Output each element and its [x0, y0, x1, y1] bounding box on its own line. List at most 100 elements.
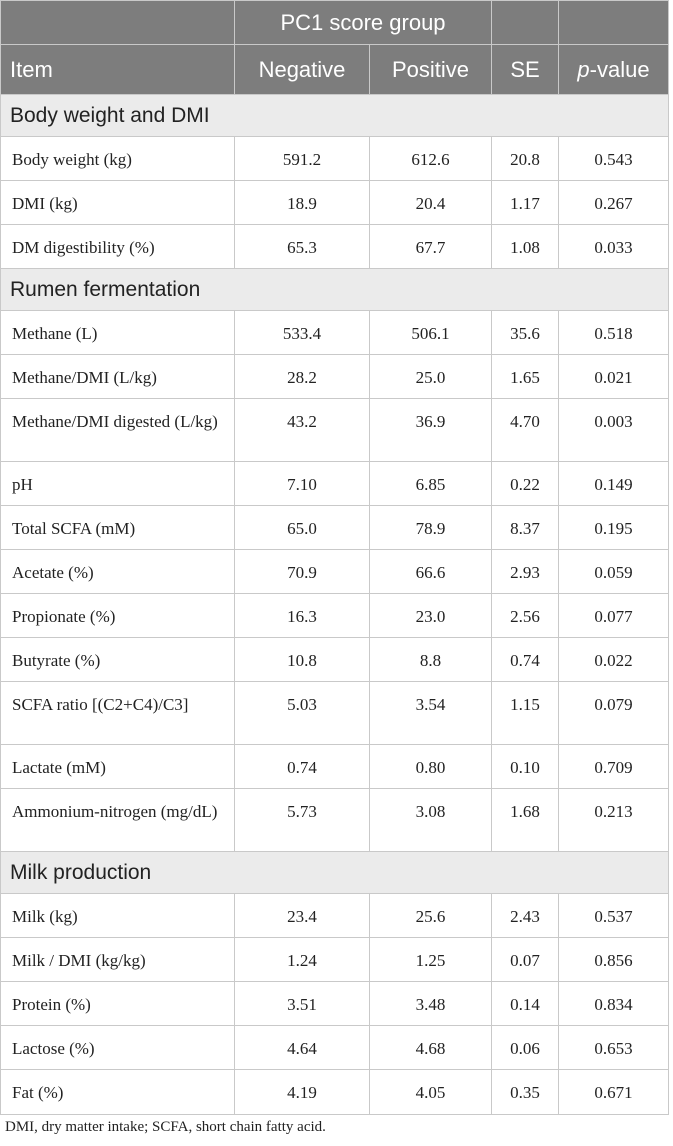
cell-negative: 4.64	[234, 1025, 370, 1070]
cell-pvalue: 0.653	[558, 1025, 669, 1070]
section-row: Milk production	[0, 851, 669, 894]
header-row-columns: Item Negative Positive SE p-value	[0, 44, 669, 95]
cell-se: 0.07	[491, 937, 559, 982]
cell-negative: 65.0	[234, 505, 370, 550]
row-label: Propionate (%)	[0, 593, 235, 638]
table-row: pH 7.10 6.85 0.22 0.149	[0, 461, 669, 506]
row-label: Total SCFA (mM)	[0, 505, 235, 550]
cell-negative: 0.74	[234, 744, 370, 789]
row-label: Methane/DMI (L/kg)	[0, 354, 235, 399]
cell-negative: 5.03	[234, 681, 370, 745]
cell-negative: 28.2	[234, 354, 370, 399]
row-label: Ammonium-nitrogen (mg/dL)	[0, 788, 235, 852]
table-row: Protein (%) 3.51 3.48 0.14 0.834	[0, 981, 669, 1026]
cell-positive: 36.9	[369, 398, 492, 462]
row-label: DMI (kg)	[0, 180, 235, 225]
cell-positive: 25.6	[369, 893, 492, 938]
header-pvalue-p: p	[577, 56, 590, 82]
cell-positive: 67.7	[369, 224, 492, 269]
cell-positive: 66.6	[369, 549, 492, 594]
cell-se: 0.10	[491, 744, 559, 789]
cell-positive: 8.8	[369, 637, 492, 682]
cell-se: 2.56	[491, 593, 559, 638]
cell-negative: 10.8	[234, 637, 370, 682]
row-label: Acetate (%)	[0, 549, 235, 594]
cell-pvalue: 0.003	[558, 398, 669, 462]
cell-se: 20.8	[491, 136, 559, 181]
cell-pvalue: 0.267	[558, 180, 669, 225]
results-table: PC1 score group Item Negative Positive S…	[0, 0, 669, 1115]
row-label: Fat (%)	[0, 1069, 235, 1115]
cell-pvalue: 0.543	[558, 136, 669, 181]
row-label: SCFA ratio [(C2+C4)/C3]	[0, 681, 235, 745]
table-row: Lactate (mM) 0.74 0.80 0.10 0.709	[0, 744, 669, 789]
table-row: Methane/DMI digested (L/kg) 43.2 36.9 4.…	[0, 398, 669, 462]
cell-se: 1.15	[491, 681, 559, 745]
cell-pvalue: 0.834	[558, 981, 669, 1026]
header-group-label: PC1 score group	[234, 0, 492, 45]
table-row: Acetate (%) 70.9 66.6 2.93 0.059	[0, 549, 669, 594]
cell-pvalue: 0.077	[558, 593, 669, 638]
cell-se: 0.22	[491, 461, 559, 506]
section-row: Rumen fermentation	[0, 268, 669, 311]
cell-se: 0.35	[491, 1069, 559, 1115]
cell-positive: 3.54	[369, 681, 492, 745]
cell-negative: 591.2	[234, 136, 370, 181]
cell-pvalue: 0.021	[558, 354, 669, 399]
cell-positive: 4.05	[369, 1069, 492, 1115]
cell-negative: 1.24	[234, 937, 370, 982]
cell-negative: 65.3	[234, 224, 370, 269]
cell-se: 1.08	[491, 224, 559, 269]
cell-positive: 3.08	[369, 788, 492, 852]
cell-negative: 4.19	[234, 1069, 370, 1115]
cell-se: 1.65	[491, 354, 559, 399]
cell-se: 35.6	[491, 310, 559, 355]
cell-positive: 1.25	[369, 937, 492, 982]
cell-pvalue: 0.213	[558, 788, 669, 852]
table-row: Body weight (kg) 591.2 612.6 20.8 0.543	[0, 136, 669, 181]
row-label: Methane (L)	[0, 310, 235, 355]
table-row: Lactose (%) 4.64 4.68 0.06 0.653	[0, 1025, 669, 1070]
section-row: Body weight and DMI	[0, 94, 669, 137]
row-label: Lactate (mM)	[0, 744, 235, 789]
cell-pvalue: 0.709	[558, 744, 669, 789]
cell-pvalue: 0.059	[558, 549, 669, 594]
cell-pvalue: 0.856	[558, 937, 669, 982]
cell-se: 1.17	[491, 180, 559, 225]
row-label: Lactose (%)	[0, 1025, 235, 1070]
section-title: Body weight and DMI	[0, 94, 669, 137]
cell-negative: 16.3	[234, 593, 370, 638]
cell-positive: 23.0	[369, 593, 492, 638]
cell-se: 8.37	[491, 505, 559, 550]
table-row: Ammonium-nitrogen (mg/dL) 5.73 3.08 1.68…	[0, 788, 669, 852]
row-label: Methane/DMI digested (L/kg)	[0, 398, 235, 462]
table-row: Fat (%) 4.19 4.05 0.35 0.671	[0, 1069, 669, 1115]
table-row: Methane/DMI (L/kg) 28.2 25.0 1.65 0.021	[0, 354, 669, 399]
header-empty-cell	[0, 0, 235, 45]
table-row: Methane (L) 533.4 506.1 35.6 0.518	[0, 310, 669, 355]
table-row: Butyrate (%) 10.8 8.8 0.74 0.022	[0, 637, 669, 682]
cell-positive: 4.68	[369, 1025, 492, 1070]
table-row: Milk (kg) 23.4 25.6 2.43 0.537	[0, 893, 669, 938]
header-pvalue-rest: -value	[589, 56, 650, 82]
table-row: Milk / DMI (kg/kg) 1.24 1.25 0.07 0.856	[0, 937, 669, 982]
row-label: Milk / DMI (kg/kg)	[0, 937, 235, 982]
table-row: DM digestibility (%) 65.3 67.7 1.08 0.03…	[0, 224, 669, 269]
header-row-group: PC1 score group	[0, 0, 669, 45]
header-pvalue: p-value	[558, 44, 669, 95]
cell-positive: 78.9	[369, 505, 492, 550]
cell-positive: 612.6	[369, 136, 492, 181]
cell-pvalue: 0.537	[558, 893, 669, 938]
header-positive: Positive	[369, 44, 492, 95]
cell-positive: 25.0	[369, 354, 492, 399]
cell-pvalue: 0.022	[558, 637, 669, 682]
cell-pvalue: 0.079	[558, 681, 669, 745]
cell-positive: 6.85	[369, 461, 492, 506]
table-footnote: DMI, dry matter intake; SCFA, short chai…	[5, 1119, 326, 1135]
cell-negative: 70.9	[234, 549, 370, 594]
section-title: Rumen fermentation	[0, 268, 669, 311]
cell-negative: 5.73	[234, 788, 370, 852]
header-item: Item	[0, 44, 235, 95]
table-row: Total SCFA (mM) 65.0 78.9 8.37 0.195	[0, 505, 669, 550]
cell-se: 2.43	[491, 893, 559, 938]
